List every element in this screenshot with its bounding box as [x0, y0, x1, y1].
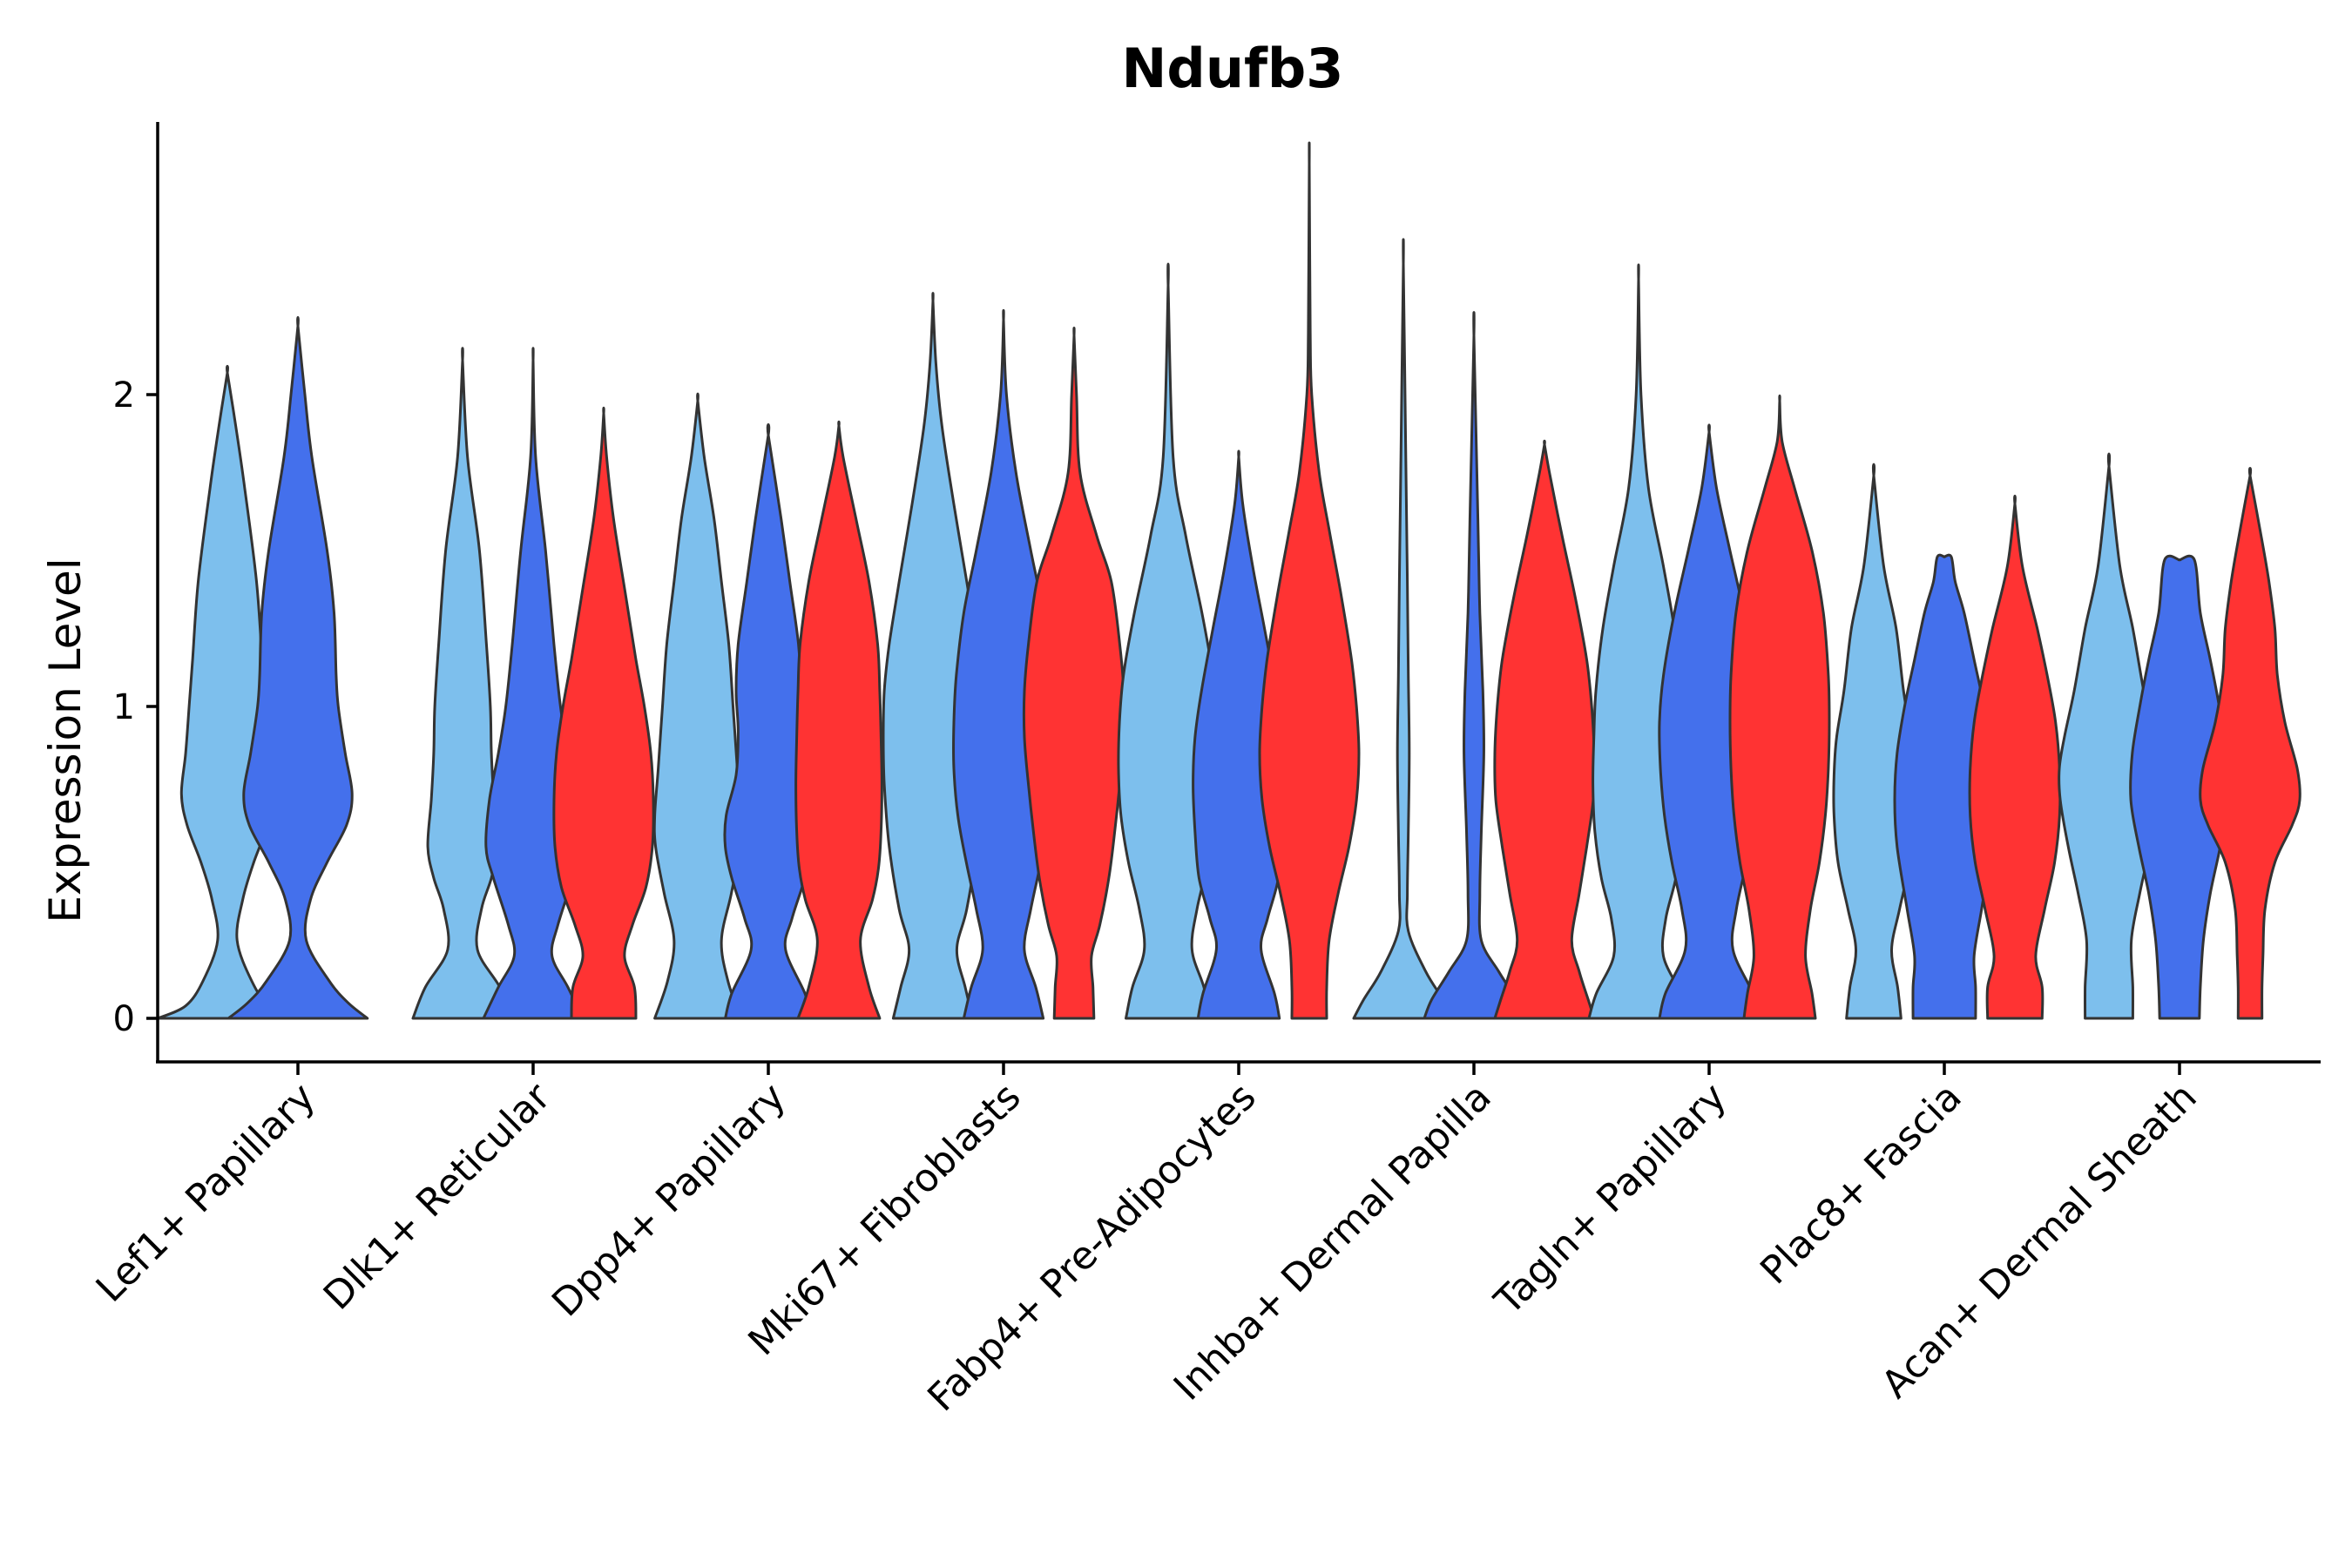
violin-5-2	[1493, 439, 1596, 1020]
violin-3-2	[1022, 326, 1126, 1020]
violin-1-2	[552, 406, 655, 1020]
x-tick-label-0: Lef1+ Papillary	[88, 1075, 324, 1311]
violin-4-2	[1258, 141, 1361, 1020]
x-tick-label-2: Dpp4+ Papillary	[544, 1075, 794, 1326]
chart-title: Ndufb3	[1122, 37, 1344, 100]
violin-2-2	[794, 420, 883, 1020]
violin-7-2	[1968, 494, 2062, 1020]
violin-6-2	[1728, 394, 1831, 1020]
violin-1-0	[411, 347, 514, 1020]
y-axis-ticks: 0 1 2	[113, 375, 158, 1039]
violin-0-1	[226, 315, 369, 1020]
x-tick-label-1: Dlk1+ Reticular	[315, 1074, 560, 1319]
y-tick-label-0: 0	[113, 999, 135, 1039]
y-axis-label: Expression Level	[40, 558, 91, 923]
violin-8-2	[2199, 467, 2301, 1020]
x-tick-label-6: Tagln+ Papillary	[1486, 1075, 1735, 1324]
y-tick-label-2: 2	[113, 375, 135, 416]
violin-0-0	[156, 364, 299, 1020]
violin-5-1	[1423, 311, 1525, 1020]
violin-5-0	[1352, 238, 1455, 1020]
violin-2-0	[652, 392, 743, 1020]
y-tick-label-1: 1	[113, 687, 135, 727]
violin-layer	[156, 141, 2301, 1020]
x-tick-label-7: Plac8+ Fascia	[1752, 1075, 1970, 1294]
violin-4-0	[1117, 262, 1220, 1020]
